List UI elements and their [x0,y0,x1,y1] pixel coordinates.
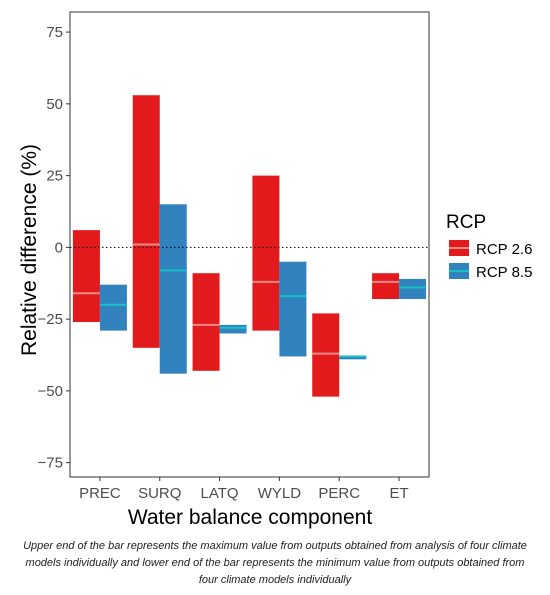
legend-item-rcp85: RCP 8.5 [449,263,532,281]
bar-et-rcp26 [372,273,400,300]
x-tick-label-prec: PREC [79,485,121,502]
y-axis-title: Relative difference (%) [18,144,41,356]
x-tick-label-wyld: WYLD [258,485,302,502]
x-axis-ticks: PREC SURQ LATQ WYLD PERC ET [79,477,409,502]
bar-latq-rcp26 [192,273,220,371]
y-tick-label: −50 [38,383,63,400]
bar-prec-rcp26 [72,230,100,322]
y-tick-label: −75 [38,455,63,472]
legend-label-rcp85: RCP 8.5 [476,264,532,281]
x-tick-label-surq: SURQ [138,485,181,502]
legend-item-rcp26: RCP 2.6 [449,240,532,258]
y-tick-label: 25 [46,168,63,185]
bar-surq-rcp26 [132,95,160,348]
legend-title: RCP [446,212,486,233]
y-tick-label: 0 [55,239,63,256]
bar-perc-rcp85 [339,356,367,360]
legend: RCP RCP 2.6 RCP 8.5 [446,212,532,281]
y-axis-ticks: 75 50 25 0 −25 −50 −75 [38,24,70,472]
figure-caption: Upper end of the bar represents the maxi… [23,540,527,586]
bar-wyld-rcp85 [279,261,307,357]
bar-et-rcp85 [399,278,427,300]
x-tick-label-latq: LATQ [201,485,239,502]
bar-wyld-rcp26 [252,175,280,331]
bar-prec-rcp85 [99,284,127,331]
medians-layer [72,243,427,358]
bar-surq-rcp85 [159,204,187,374]
bars-layer [72,95,427,397]
x-tick-label-perc: PERC [318,485,360,502]
bar-perc-rcp26 [312,313,340,397]
x-axis-title: Water balance component [128,506,373,529]
plot-panel-border [69,11,430,478]
x-tick-label-et: ET [389,485,408,502]
legend-label-rcp26: RCP 2.6 [476,241,532,258]
y-tick-label: 50 [46,96,63,113]
y-tick-label: −25 [38,311,63,328]
y-tick-label: 75 [46,24,63,41]
bar-latq-rcp85 [219,324,247,334]
